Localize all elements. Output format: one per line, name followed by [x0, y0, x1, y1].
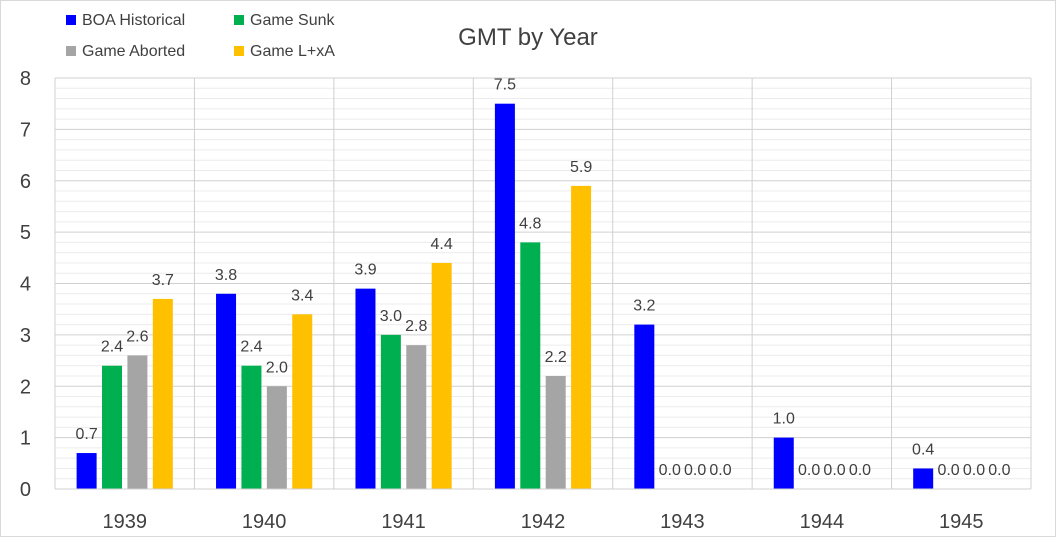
chart-title: GMT by Year: [458, 24, 598, 51]
legend-label: BOA Historical: [82, 12, 185, 29]
x-tick-label: 1939: [102, 511, 147, 533]
bar-game-aborted-1939: [127, 355, 148, 489]
y-tick-label: 1: [20, 428, 31, 450]
bar-game-aborted-1942: [545, 375, 566, 489]
data-label: 2.4: [101, 339, 123, 356]
data-label: 2.8: [405, 318, 427, 335]
bar-boa-historical-1941: [355, 288, 376, 489]
legend-item: Game Sunk: [234, 12, 335, 29]
bar-boa-historical-1945: [913, 468, 934, 489]
data-label: 3.8: [215, 267, 237, 284]
data-label: 0.0: [684, 462, 706, 479]
legend-item: Game L+xA: [234, 43, 335, 60]
y-tick-label: 7: [20, 119, 31, 141]
gridlines: [54, 77, 1032, 490]
y-tick-label: 3: [20, 325, 31, 347]
data-label: 4.4: [431, 236, 453, 253]
y-tick-label: 5: [20, 222, 31, 244]
legend-swatch: [234, 15, 244, 25]
legend-swatch: [234, 46, 244, 56]
data-label: 3.2: [633, 298, 655, 315]
data-label: 2.2: [545, 349, 567, 366]
legend-item: Game Aborted: [66, 43, 185, 60]
x-tick-label: 1945: [939, 511, 984, 533]
legend-item: BOA Historical: [66, 12, 185, 29]
y-tick-label: 8: [20, 68, 31, 90]
data-label: 0.0: [659, 462, 681, 479]
y-tick-label: 6: [20, 171, 31, 193]
x-tick-label: 1944: [800, 511, 845, 533]
legend-label: Game Aborted: [82, 43, 185, 60]
y-tick-label: 0: [20, 479, 31, 501]
x-tick-label: 1942: [521, 511, 566, 533]
data-label: 0.0: [709, 462, 731, 479]
legend-swatch: [66, 46, 76, 56]
bar-game-l-xa-1941: [431, 262, 452, 489]
bar-boa-historical-1939: [76, 453, 97, 489]
bar-game-l-xa-1940: [292, 314, 313, 489]
data-label: 0.4: [912, 441, 934, 458]
data-label: 3.4: [291, 287, 313, 304]
data-label: 2.4: [240, 339, 262, 356]
bar-game-aborted-1940: [266, 386, 287, 489]
data-label: 2.6: [126, 328, 148, 345]
legend-label: Game L+xA: [250, 43, 335, 60]
bars: [76, 103, 934, 489]
data-labels: 0.73.8 3.97.53.21.00.42.4 2.43.04.80.0 0.0 0…: [75, 77, 1010, 479]
data-label: 3.0: [380, 308, 402, 325]
bar-boa-historical-1942: [494, 103, 515, 489]
data-label: 0.0: [823, 462, 845, 479]
bar-game-sunk-1942: [520, 242, 541, 489]
legend-swatch: [66, 15, 76, 25]
x-tick-label: 1943: [660, 511, 705, 533]
legend: BOA Historical Game Sunk Game Aborted Game …: [66, 12, 335, 60]
bar-game-l-xa-1942: [571, 185, 592, 489]
data-label: 0.0: [963, 462, 985, 479]
axes: 0 1 2 3 4 5 6 7 8 1939 1940 1941 1942 1943 1944 1945: [20, 68, 1031, 533]
data-label: 0.7: [75, 426, 97, 443]
y-tick-label: 2: [20, 376, 31, 398]
data-label: 3.7: [152, 272, 174, 289]
data-label: 4.8: [519, 215, 541, 232]
data-label: 2.0: [266, 359, 288, 376]
data-label: 0.0: [798, 462, 820, 479]
bar-game-sunk-1941: [380, 334, 401, 489]
x-tick-label: 1941: [381, 511, 426, 533]
data-label: 0.0: [988, 462, 1010, 479]
legend-label: Game Sunk: [250, 12, 335, 29]
bar-boa-historical-1944: [773, 437, 794, 489]
data-label: 1.0: [773, 411, 795, 428]
bar-game-l-xa-1939: [152, 298, 173, 489]
bar-game-aborted-1941: [406, 345, 427, 489]
x-tick-label: 1940: [242, 511, 287, 533]
data-label: 0.0: [849, 462, 871, 479]
bar-game-sunk-1939: [102, 365, 123, 489]
data-label: 0.0: [937, 462, 959, 479]
data-label: 5.9: [570, 159, 592, 176]
y-tick-label: 4: [20, 274, 31, 296]
bar-game-sunk-1940: [241, 365, 262, 489]
bar-boa-historical-1940: [216, 293, 237, 489]
data-label: 7.5: [494, 77, 516, 94]
bar-boa-historical-1943: [634, 324, 655, 489]
data-label: 3.9: [354, 262, 376, 279]
